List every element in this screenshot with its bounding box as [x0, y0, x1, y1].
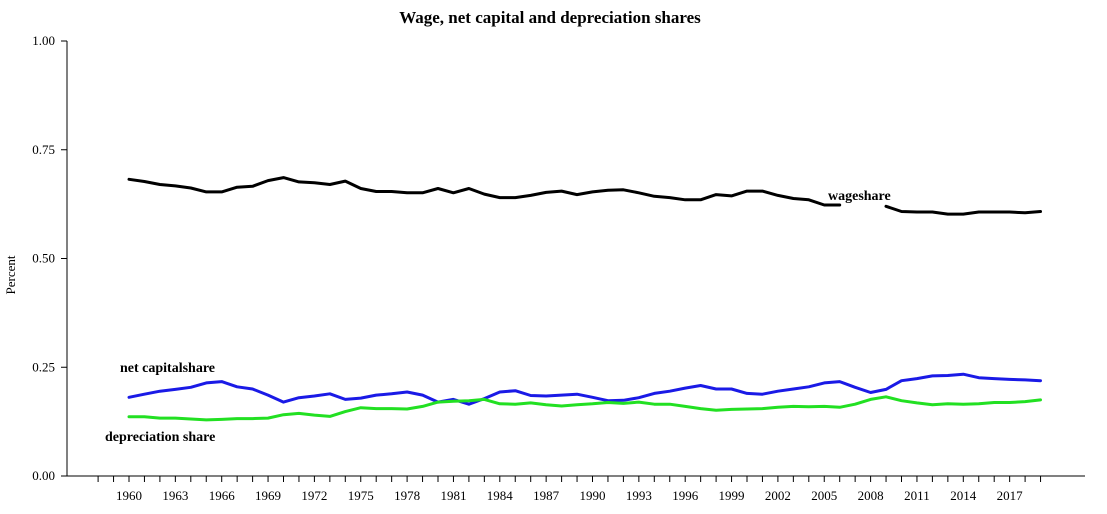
x-tick-label: 2008 — [858, 488, 884, 503]
x-tick-label: 1963 — [162, 488, 188, 503]
x-tick-label: 1987 — [533, 488, 560, 503]
net-capitalshare-line — [127, 372, 1042, 406]
x-tick-label: 1978 — [394, 488, 420, 503]
x-tick-label: 2017 — [997, 488, 1024, 503]
x-tick-label: 1996 — [672, 488, 699, 503]
y-tick-label: 0.75 — [32, 142, 55, 157]
x-tick-label: 1984 — [487, 488, 514, 503]
axes — [66, 41, 1085, 477]
y-tick-label: 0.25 — [32, 359, 55, 374]
y-tick-label: 0.50 — [32, 251, 55, 266]
x-tick-label: 2011 — [904, 488, 930, 503]
chart-title: Wage, net capital and depreciation share… — [399, 8, 701, 27]
x-tick-label: 1960 — [116, 488, 142, 503]
y-tick-label: 1.00 — [32, 33, 55, 48]
y-axis-ticks: 0.00 0.25 0.50 0.75 1.00 — [32, 33, 67, 483]
depreciation-share-line — [127, 395, 1042, 422]
x-tick-label: 1969 — [255, 488, 281, 503]
x-tick-label: 2002 — [765, 488, 791, 503]
x-tick-label: 2014 — [950, 488, 977, 503]
x-tick-label: 1981 — [440, 488, 466, 503]
y-axis-label: Percent — [3, 255, 18, 294]
x-tick-label: 1990 — [580, 488, 606, 503]
series-label-depreciation-share: depreciation share — [105, 430, 215, 445]
x-tick-label: 1999 — [719, 488, 745, 503]
series-lines — [127, 176, 1042, 422]
x-axis-ticks: 1960 1963 1966 1969 1972 1975 1978 1981 1984 1987… — [97, 476, 1042, 503]
series-labels: wageshare net capitalshare depreciation sh… — [105, 189, 891, 445]
x-tick-label: 1975 — [348, 488, 374, 503]
y-tick-label: 0.00 — [32, 468, 55, 483]
x-tick-label: 2005 — [811, 488, 837, 503]
series-label-wageshare: wageshare — [828, 189, 891, 204]
x-tick-label: 1966 — [209, 488, 236, 503]
x-tick-label: 1993 — [626, 488, 652, 503]
wageshare-line — [127, 176, 1042, 216]
x-tick-label: 1972 — [301, 488, 327, 503]
series-label-net-capitalshare: net capitalshare — [120, 361, 215, 376]
